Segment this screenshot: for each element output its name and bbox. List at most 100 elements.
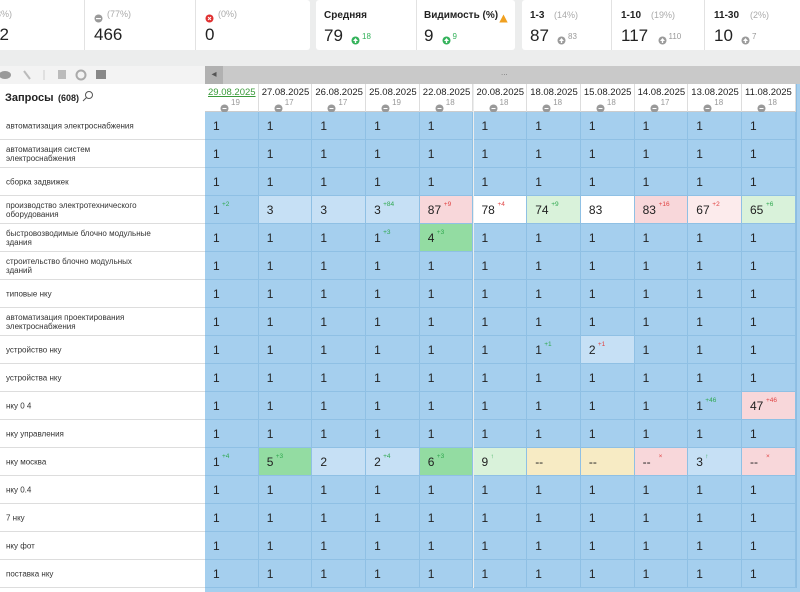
position-cell[interactable]: 1: [634, 168, 689, 196]
position-cell[interactable]: 1: [205, 532, 259, 560]
position-cell[interactable]: 1: [688, 560, 742, 588]
position-cell[interactable]: 1: [258, 532, 313, 560]
position-cell[interactable]: 1: [688, 140, 742, 168]
date-header[interactable]: 14.08.2025 17: [634, 84, 689, 113]
position-cell[interactable]: 3 +84: [366, 196, 420, 224]
position-cell[interactable]: 1: [419, 252, 474, 280]
position-cell[interactable]: 2 +1: [580, 336, 635, 364]
position-cell[interactable]: 1: [688, 112, 742, 140]
position-cell[interactable]: 1: [366, 392, 420, 420]
position-cell[interactable]: 1: [205, 364, 259, 392]
date-header[interactable]: 20.08.2025 18: [473, 84, 528, 113]
position-cell[interactable]: 1: [688, 532, 742, 560]
position-cell[interactable]: 1: [258, 560, 313, 588]
position-cell[interactable]: 1: [258, 140, 313, 168]
position-cell[interactable]: 9 ↑: [473, 448, 528, 476]
position-cell[interactable]: 1: [580, 252, 635, 280]
position-cell[interactable]: 1: [366, 364, 420, 392]
position-cell[interactable]: 1: [634, 224, 689, 252]
position-cell[interactable]: 1: [205, 168, 259, 196]
position-cell[interactable]: 1: [688, 280, 742, 308]
position-cell[interactable]: 1: [312, 140, 367, 168]
position-cell[interactable]: 1: [742, 112, 796, 140]
position-cell[interactable]: 1: [527, 252, 581, 280]
position-cell[interactable]: 1: [742, 504, 796, 532]
position-cell[interactable]: 1: [580, 560, 635, 588]
position-cell[interactable]: 1: [473, 280, 528, 308]
date-header[interactable]: 26.08.2025 17: [312, 84, 367, 113]
position-cell[interactable]: 1: [473, 392, 528, 420]
position-cell[interactable]: 1: [258, 252, 313, 280]
position-cell[interactable]: 1: [366, 168, 420, 196]
position-cell[interactable]: 1: [634, 364, 689, 392]
position-cell[interactable]: 1 +46: [688, 392, 742, 420]
position-cell[interactable]: 1: [634, 112, 689, 140]
position-cell[interactable]: 1: [312, 504, 367, 532]
position-cell[interactable]: 1: [742, 336, 796, 364]
position-cell[interactable]: 1: [419, 532, 474, 560]
position-cell[interactable]: 1: [419, 420, 474, 448]
position-cell[interactable]: 1: [742, 224, 796, 252]
position-cell[interactable]: 1: [634, 252, 689, 280]
position-cell[interactable]: 1: [473, 112, 528, 140]
position-cell[interactable]: 1: [258, 168, 313, 196]
position-cell[interactable]: 1: [688, 504, 742, 532]
position-cell[interactable]: 3 ↑: [688, 448, 742, 476]
position-cell[interactable]: 74 +9: [527, 196, 581, 224]
date-header[interactable]: 27.08.2025 17: [258, 84, 313, 113]
position-cell[interactable]: 1: [419, 280, 474, 308]
position-cell[interactable]: 3: [312, 196, 367, 224]
position-cell[interactable]: 1: [258, 504, 313, 532]
position-cell[interactable]: 1: [688, 364, 742, 392]
position-cell[interactable]: 87 +9: [419, 196, 474, 224]
position-cell[interactable]: 1: [580, 224, 635, 252]
position-cell[interactable]: 1: [527, 112, 581, 140]
position-cell[interactable]: 1: [742, 420, 796, 448]
position-cell[interactable]: 1: [419, 476, 474, 504]
position-cell[interactable]: 1: [366, 420, 420, 448]
position-cell[interactable]: 1 +1: [527, 336, 581, 364]
position-cell[interactable]: 1: [473, 140, 528, 168]
position-cell[interactable]: 1: [688, 420, 742, 448]
position-cell[interactable]: 1: [473, 224, 528, 252]
position-cell[interactable]: 83 +16: [634, 196, 689, 224]
position-cell[interactable]: 1: [634, 532, 689, 560]
position-cell[interactable]: 1: [205, 420, 259, 448]
position-cell[interactable]: 1: [634, 560, 689, 588]
position-cell[interactable]: 1: [473, 504, 528, 532]
position-cell[interactable]: 1: [366, 476, 420, 504]
position-cell[interactable]: 1 +2: [205, 196, 259, 224]
position-cell[interactable]: 1: [312, 308, 367, 336]
position-cell[interactable]: 1: [366, 308, 420, 336]
position-cell[interactable]: 1: [527, 364, 581, 392]
position-cell[interactable]: 1: [312, 420, 367, 448]
position-cell[interactable]: 1: [742, 364, 796, 392]
position-cell[interactable]: 1: [742, 308, 796, 336]
position-cell[interactable]: 1: [312, 336, 367, 364]
position-cell[interactable]: 1: [473, 252, 528, 280]
position-cell[interactable]: 1: [742, 476, 796, 504]
position-cell[interactable]: 1: [312, 476, 367, 504]
position-cell[interactable]: 1: [688, 224, 742, 252]
position-cell[interactable]: 1: [580, 364, 635, 392]
position-cell[interactable]: 1: [634, 504, 689, 532]
search-icon[interactable]: [82, 90, 94, 102]
position-cell[interactable]: 2: [312, 448, 367, 476]
position-cell[interactable]: 1: [419, 336, 474, 364]
position-cell[interactable]: 3: [258, 196, 313, 224]
position-cell[interactable]: --: [580, 448, 635, 476]
position-cell[interactable]: 1: [473, 364, 528, 392]
position-cell[interactable]: 4 +3: [419, 224, 474, 252]
position-cell[interactable]: 1: [688, 476, 742, 504]
position-cell[interactable]: 1: [634, 420, 689, 448]
position-cell[interactable]: 1: [366, 280, 420, 308]
position-cell[interactable]: 1: [366, 112, 420, 140]
position-cell[interactable]: 1: [473, 420, 528, 448]
position-cell[interactable]: 1: [366, 532, 420, 560]
position-cell[interactable]: 1: [527, 280, 581, 308]
position-cell[interactable]: 1: [205, 280, 259, 308]
position-cell[interactable]: 1: [366, 336, 420, 364]
position-cell[interactable]: 1: [312, 224, 367, 252]
date-header[interactable]: 11.08.2025 18: [742, 84, 796, 113]
position-cell[interactable]: 1: [419, 308, 474, 336]
